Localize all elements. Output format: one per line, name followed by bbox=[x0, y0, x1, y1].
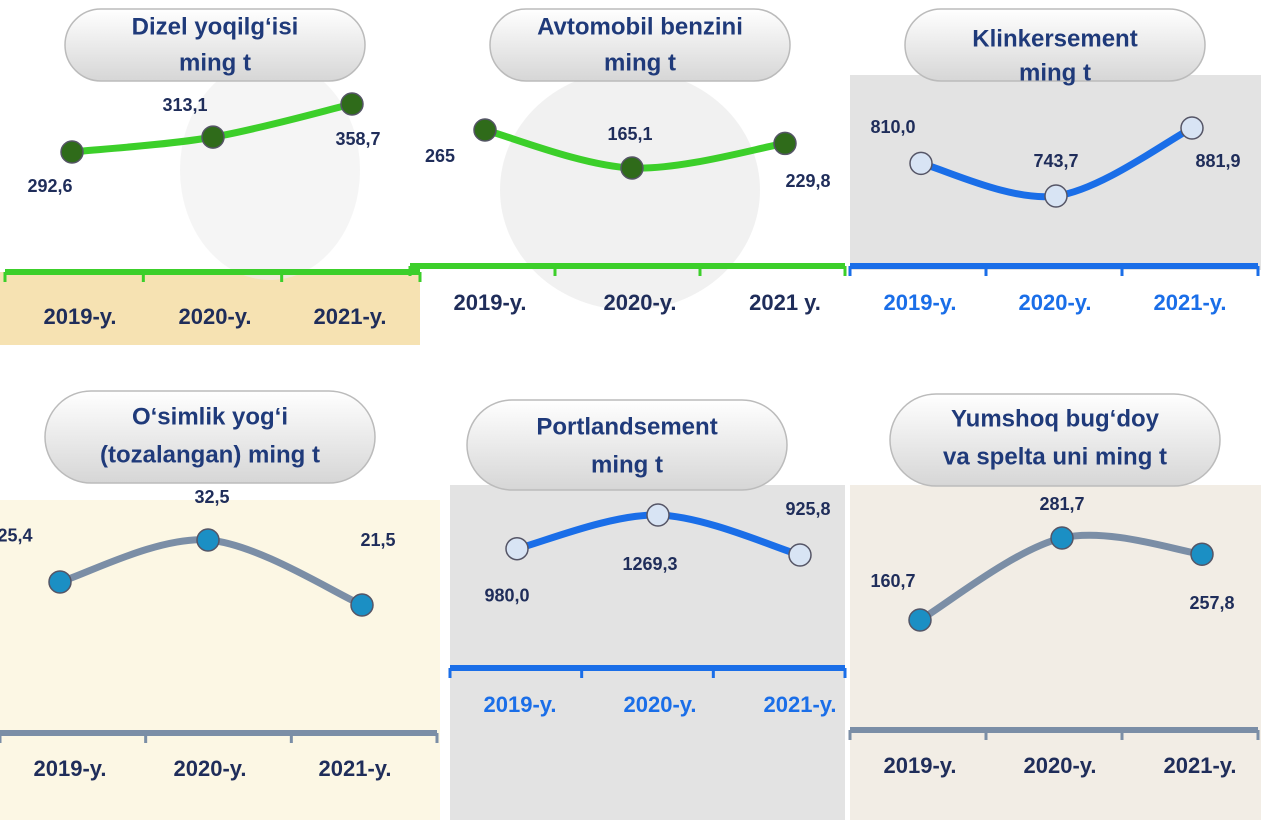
title-bubble bbox=[889, 393, 1221, 487]
chart-title: va spelta uni ming t bbox=[943, 443, 1167, 470]
category-label: 2019-y. bbox=[44, 304, 117, 329]
data-marker bbox=[196, 528, 220, 552]
data-marker bbox=[1190, 542, 1214, 566]
chart-title: Portlandsement bbox=[536, 413, 717, 440]
data-marker bbox=[1044, 184, 1068, 208]
data-marker bbox=[909, 151, 933, 176]
category-label: 2020-y. bbox=[624, 692, 697, 717]
data-marker bbox=[60, 140, 84, 164]
data-label: 358,7 bbox=[335, 129, 380, 149]
data-label: 1269,3 bbox=[622, 554, 677, 574]
data-label: 229,8 bbox=[785, 171, 830, 191]
chart-title: ming t bbox=[604, 49, 676, 76]
data-marker bbox=[646, 503, 670, 527]
chart-title: ming t bbox=[591, 451, 663, 478]
chart-title: ming t bbox=[1019, 59, 1091, 86]
data-label: 32,5 bbox=[194, 487, 229, 507]
chart-title: Yumshoq bug‘doy bbox=[951, 405, 1160, 432]
panel-bg bbox=[0, 500, 440, 820]
data-marker bbox=[1050, 526, 1074, 550]
category-label: 2019-y. bbox=[884, 290, 957, 315]
category-label: 2019-y. bbox=[454, 290, 527, 315]
data-marker bbox=[48, 570, 72, 594]
data-label: 313,1 bbox=[162, 95, 207, 115]
data-label: 292,6 bbox=[27, 176, 72, 196]
chart-title: Dizel yoqilg‘isi bbox=[132, 13, 299, 40]
data-marker bbox=[788, 543, 812, 567]
data-marker bbox=[620, 156, 644, 180]
data-marker bbox=[350, 593, 374, 617]
panel-bg bbox=[850, 75, 1261, 270]
category-label: 2021-y. bbox=[764, 692, 837, 717]
title-bubble bbox=[904, 8, 1206, 82]
category-label: 2021-y. bbox=[319, 756, 392, 781]
data-label: 810,0 bbox=[870, 117, 915, 137]
data-marker bbox=[340, 92, 364, 116]
category-label: 2020-y. bbox=[1024, 753, 1097, 778]
panel-bg bbox=[500, 70, 760, 310]
data-label: 21,5 bbox=[360, 530, 395, 550]
category-label: 2021-y. bbox=[1154, 290, 1227, 315]
title-bubble bbox=[64, 8, 366, 82]
data-label: 881,9 bbox=[1195, 151, 1240, 171]
category-label: 2021 y. bbox=[749, 290, 821, 315]
category-label: 2020-y. bbox=[174, 756, 247, 781]
category-label: 2019-y. bbox=[484, 692, 557, 717]
category-label: 2021-y. bbox=[1164, 753, 1237, 778]
title-bubble bbox=[489, 8, 791, 82]
data-label: 25,4 bbox=[0, 526, 33, 546]
data-label: 743,7 bbox=[1033, 151, 1078, 171]
chart-title: (tozalangan) ming t bbox=[100, 441, 320, 468]
chart-title: Klinkersement bbox=[972, 25, 1137, 52]
category-label: 2021-y. bbox=[314, 304, 387, 329]
title-bubble bbox=[44, 390, 376, 484]
data-marker bbox=[201, 125, 225, 149]
category-label: 2020-y. bbox=[604, 290, 677, 315]
data-label: 265 bbox=[425, 146, 455, 166]
category-label: 2019-y. bbox=[884, 753, 957, 778]
data-label: 925,8 bbox=[785, 499, 830, 519]
panel-bg bbox=[450, 485, 845, 820]
data-label: 160,7 bbox=[870, 571, 915, 591]
category-label: 2019-y. bbox=[34, 756, 107, 781]
data-marker bbox=[1180, 116, 1204, 140]
data-label: 281,7 bbox=[1039, 494, 1084, 514]
data-label: 257,8 bbox=[1189, 593, 1234, 613]
chart-title: O‘simlik yog‘i bbox=[132, 403, 288, 430]
category-label: 2020-y. bbox=[1019, 290, 1092, 315]
panel-bg bbox=[180, 60, 360, 280]
chart-title: Avtomobil benzini bbox=[537, 13, 743, 40]
data-label: 165,1 bbox=[607, 124, 652, 144]
data-marker bbox=[908, 608, 932, 632]
chart-title: ming t bbox=[179, 49, 251, 76]
data-marker bbox=[473, 118, 497, 142]
data-label: 980,0 bbox=[484, 585, 529, 605]
data-marker bbox=[773, 131, 797, 156]
data-marker bbox=[505, 536, 529, 561]
category-label: 2020-y. bbox=[179, 304, 252, 329]
panel-bg bbox=[0, 272, 420, 345]
title-bubble bbox=[466, 399, 788, 491]
